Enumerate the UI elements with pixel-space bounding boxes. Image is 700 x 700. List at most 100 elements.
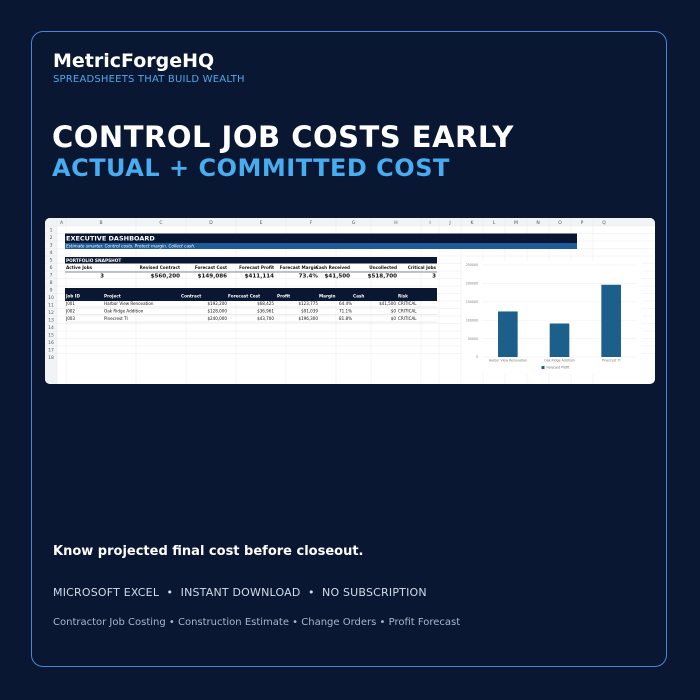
jobs-header: Margin (319, 294, 335, 299)
jobs-header: Profit (277, 294, 290, 299)
jobs-cell: $43,700 (257, 316, 274, 321)
row-header: 15 (48, 332, 54, 338)
feature-list: MICROSOFT EXCEL • INSTANT DOWNLOAD • NO … (53, 586, 427, 599)
column-header: H (394, 220, 397, 226)
dashboard-subtitle-band (65, 243, 577, 249)
chart-bar (498, 311, 518, 357)
snapshot-value: 73.4% (299, 274, 319, 280)
dashboard-subtitle: Estimate smarter. Control costs. Protect… (66, 244, 195, 249)
snapshot-label: PORTFOLIO SNAPSHOT (66, 258, 121, 264)
column-header: M (514, 220, 518, 226)
row-header: 1 (50, 227, 53, 233)
column-header-bar (45, 218, 655, 226)
brand-tagline: SPREADSHEETS THAT BUILD WEALTH (53, 74, 245, 85)
row-header: 6 (50, 265, 53, 271)
y-tick-label: 200000 (466, 282, 478, 286)
jobs-cell: $240,000 (207, 316, 227, 321)
jobs-header: Project (104, 294, 121, 299)
jobs-header: Cash (353, 294, 364, 299)
column-header: A (60, 220, 64, 226)
row-header: 17 (48, 347, 54, 353)
row-header: 11 (48, 302, 54, 308)
jobs-header: Forecast Cost (228, 294, 260, 299)
row-header: 13 (48, 317, 54, 323)
column-header: I (429, 220, 430, 226)
jobs-header: Contract (181, 294, 201, 299)
jobs-header: Risk (398, 294, 408, 299)
column-header: D (209, 220, 213, 226)
y-tick-label: 250000 (466, 263, 478, 267)
snapshot-header: Forecast Margin (280, 265, 318, 270)
x-tick-label: Pinecrest TI (602, 359, 621, 363)
chart-bar (601, 284, 621, 357)
row-header: 16 (48, 340, 54, 346)
row-header: 3 (50, 242, 53, 248)
card-frame (31, 31, 667, 667)
snapshot-value: $518,700 (368, 274, 397, 280)
snapshot-value: $149,086 (198, 274, 227, 280)
snapshot-value: 3 (432, 274, 436, 280)
row-header: 10 (48, 295, 54, 301)
jobs-cell: J003 (65, 316, 75, 321)
column-header: O (558, 220, 562, 226)
snapshot-band (65, 257, 437, 264)
benefit-text: Know projected final cost before closeou… (53, 544, 364, 559)
jobs-cell: $41,500 (379, 301, 396, 306)
dashboard-title-band (65, 233, 577, 244)
jobs-header-band (65, 288, 437, 301)
snapshot-value: $411,114 (245, 274, 274, 280)
jobs-cell: Pinecrest TI (104, 316, 128, 321)
spreadsheet-canvas: A B C D E F G H I J K L M N O P Q12345678910111213141516… (45, 218, 655, 384)
column-header: N (536, 220, 539, 226)
jobs-cell: $196,300 (298, 316, 318, 321)
legend-swatch (541, 366, 545, 369)
column-header: J (448, 220, 450, 226)
snapshot-value: $560,200 (151, 274, 180, 280)
jobs-cell: $192,200 (207, 301, 227, 306)
jobs-cell: 64.4% (339, 301, 352, 306)
column-header: G (352, 220, 356, 226)
y-tick-label: 150000 (466, 300, 478, 304)
row-header: 18 (48, 355, 54, 361)
column-header: L (493, 220, 496, 226)
column-header: P (581, 220, 584, 226)
snapshot-header: Uncollected (369, 265, 397, 270)
column-header: C (159, 220, 162, 226)
row-header: 12 (48, 310, 54, 316)
brand-name: MetricForgeHQ (53, 50, 215, 72)
jobs-cell: J001 (65, 301, 75, 306)
row-header: 7 (50, 272, 53, 278)
jobs-cell: $128,000 (207, 309, 227, 314)
jobs-cell: J002 (65, 309, 75, 314)
x-tick-label: Oak Ridge Addition (544, 359, 575, 363)
snapshot-header: Cash Received (316, 265, 350, 270)
row-header: 4 (50, 250, 53, 256)
row-header: 9 (50, 287, 53, 293)
x-tick-label: Harbor View Renovation (489, 359, 527, 363)
column-header: B (99, 220, 102, 226)
jobs-header: Job ID (65, 294, 80, 299)
headline: CONTROL JOB COSTS EARLY (52, 120, 514, 154)
column-header: Q (602, 220, 606, 226)
row-header: 5 (50, 257, 53, 263)
spreadsheet-screenshot: A B C D E F G H I J K L M N O P Q 1 2 3 4 5 6 7 8 9 10 11 12 13 14 15 16… (45, 218, 655, 384)
keyword-list: Contractor Job Costing • Construction Es… (53, 617, 461, 628)
snapshot-header: Critical Jobs (408, 265, 437, 270)
snapshot-value: 3 (100, 274, 104, 280)
snapshot-header: Revised Contract (140, 265, 180, 270)
row-header: 8 (50, 280, 53, 286)
jobs-cell: Oak Ridge Addition (104, 309, 144, 314)
y-tick-label: 0 (476, 355, 478, 359)
jobs-cell: $0 (391, 316, 397, 321)
jobs-cell: Harbor View Renovation (104, 301, 154, 306)
column-header: E (260, 220, 263, 226)
jobs-cell: CRITICAL (398, 316, 417, 321)
snapshot-header: Forecast Profit (239, 265, 274, 270)
legend-label: Forecast Profit (547, 366, 571, 370)
row-header: 2 (50, 235, 53, 241)
snapshot-value: $41,500 (325, 274, 351, 280)
dashboard-title: EXECUTIVE DASHBOARD (66, 235, 155, 243)
column-header: K (471, 220, 475, 226)
jobs-cell: CRITICAL (398, 309, 417, 314)
jobs-cell: $123,775 (298, 301, 318, 306)
